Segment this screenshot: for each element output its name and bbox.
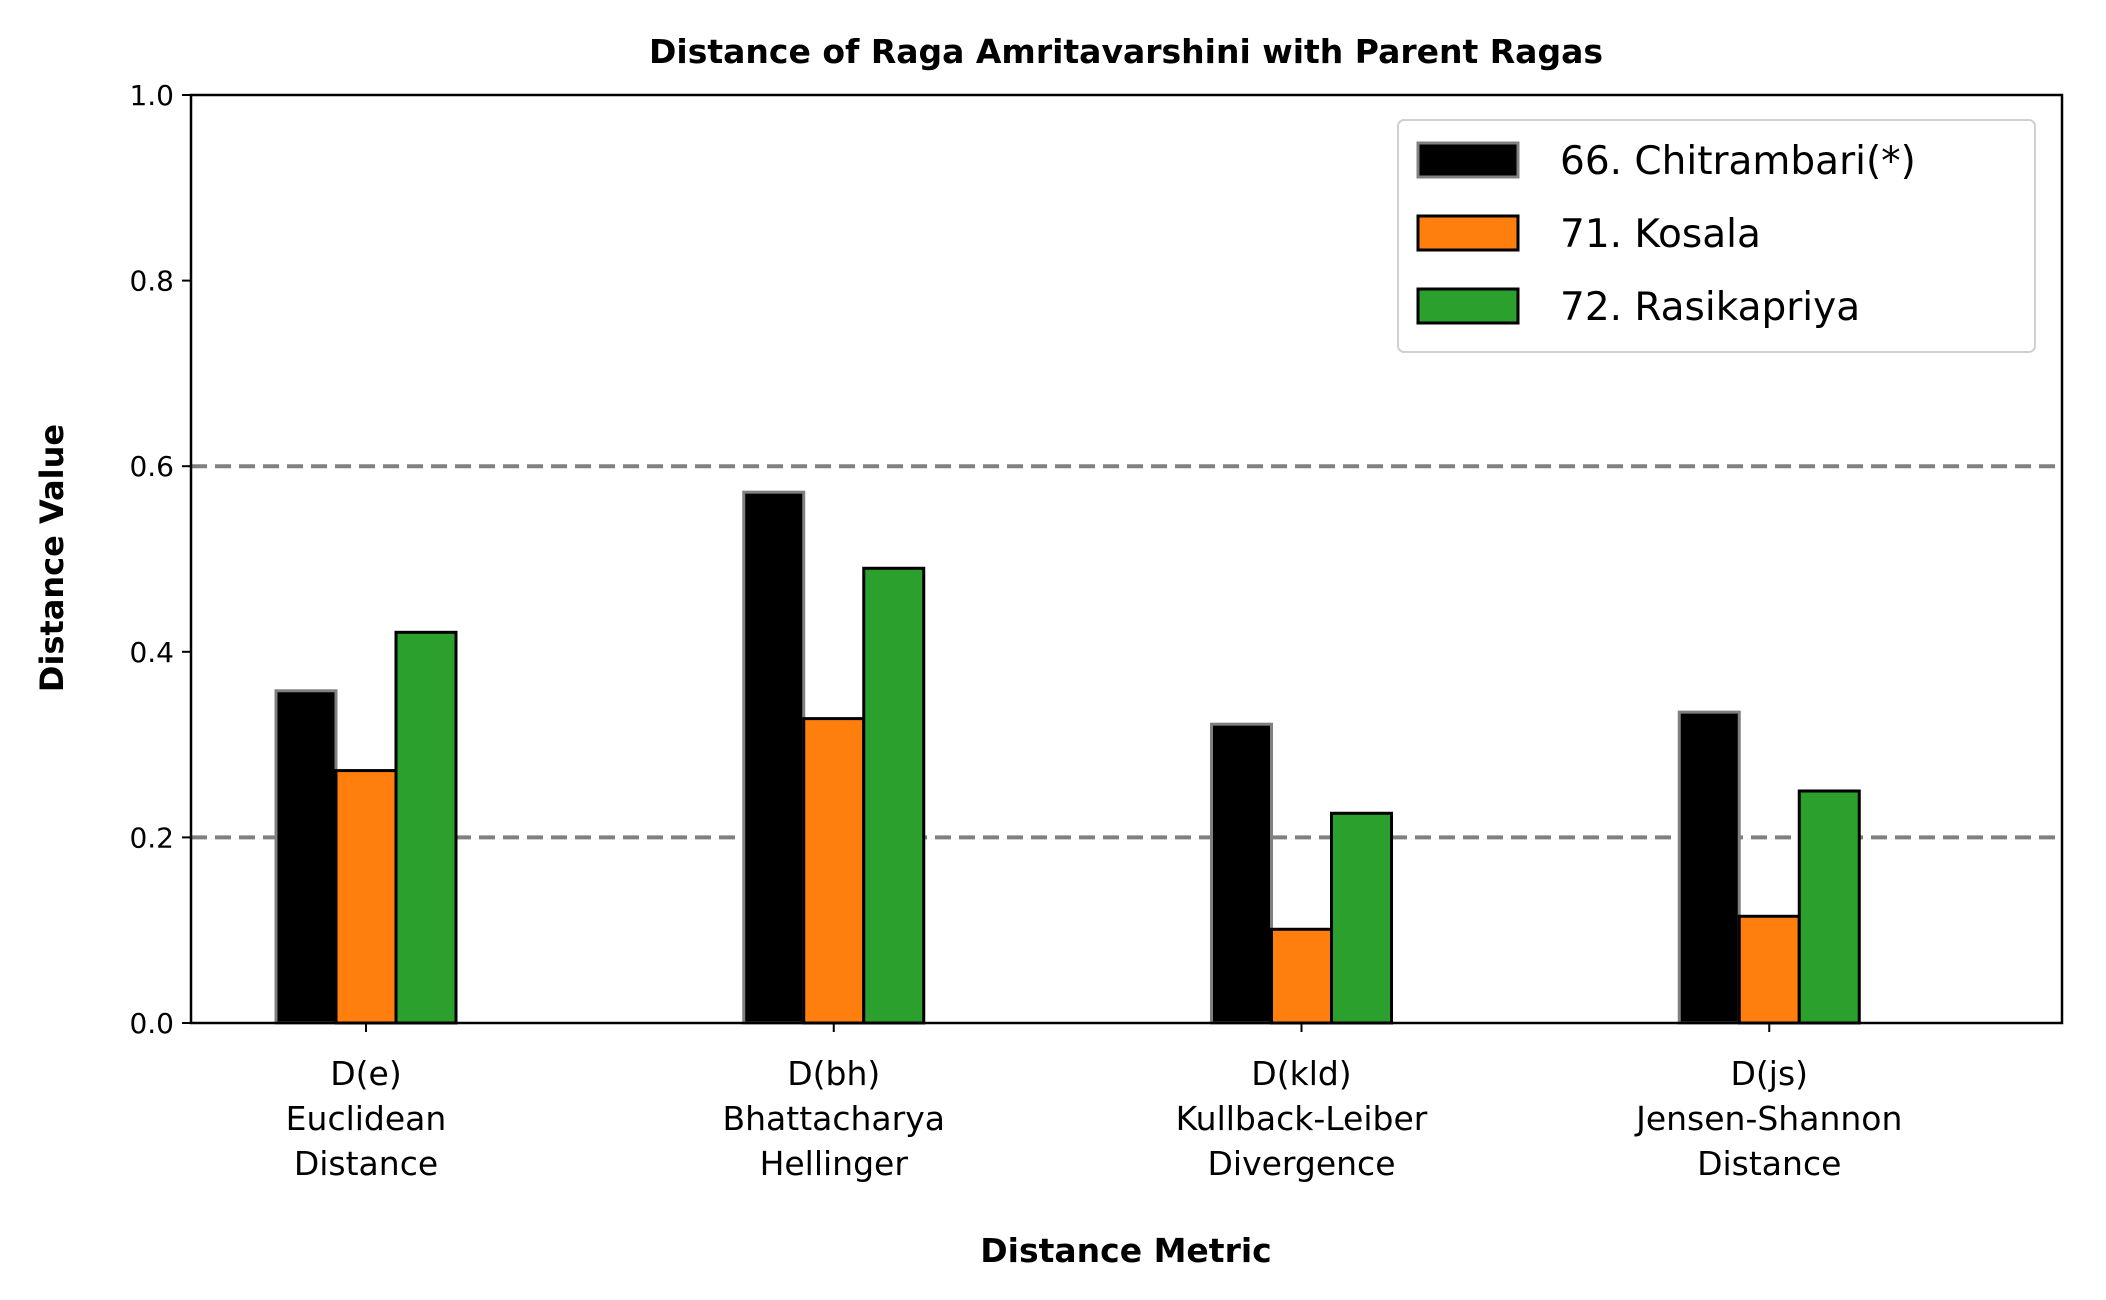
bar [1270,927,1333,1025]
y-axis-label: Distance Value [33,424,71,692]
y-tick-label: 0.2 [129,821,174,854]
y-tick-label: 0.4 [129,636,174,669]
bar [334,769,398,1025]
x-tick-label: Divergence [1207,1144,1395,1183]
x-tick-label: Hellinger [760,1144,909,1183]
x-tick-label: Euclidean [286,1099,447,1138]
legend-label: 66. Chitrambari(*) [1560,139,1916,184]
bar [742,490,806,1025]
legend-box [1397,119,2036,353]
legend-label: 72. Rasikapriya [1560,285,1860,330]
x-tick-label: D(bh) [787,1054,880,1093]
x-tick-label: D(kld) [1251,1054,1351,1093]
bar [274,689,338,1025]
x-tick-label: Distance [294,1144,438,1183]
legend-swatch [1416,214,1520,252]
bar [1797,789,1861,1025]
legend-swatch [1416,287,1520,325]
x-tick-label: Distance [1697,1144,1841,1183]
x-tick-label: Kullback-Leiber [1176,1099,1428,1138]
legend-label: 71. Kosala [1560,212,1761,257]
y-tick-label: 0.8 [129,265,174,298]
bar [862,566,926,1025]
bar [1737,914,1801,1025]
bar [802,717,866,1025]
plot-frame [189,93,2064,1025]
bar [1330,811,1393,1025]
x-tick-label: Bhattacharya [723,1099,945,1138]
x-tick-label: D(js) [1730,1054,1808,1093]
y-tick-label: 1.0 [129,79,174,112]
y-tick-label: 0.0 [129,1007,174,1040]
bar [1210,722,1273,1025]
x-axis-label: Distance Metric [980,1231,1271,1270]
x-tick-label: Jensen-Shannon [1634,1099,1902,1138]
y-tick-label: 0.6 [129,450,174,483]
bar [394,630,458,1025]
x-tick-label: D(e) [330,1054,401,1093]
legend-swatch [1416,141,1520,179]
chart-title: Distance of Raga Amritavarshini with Par… [649,32,1603,71]
bar [1677,710,1741,1025]
